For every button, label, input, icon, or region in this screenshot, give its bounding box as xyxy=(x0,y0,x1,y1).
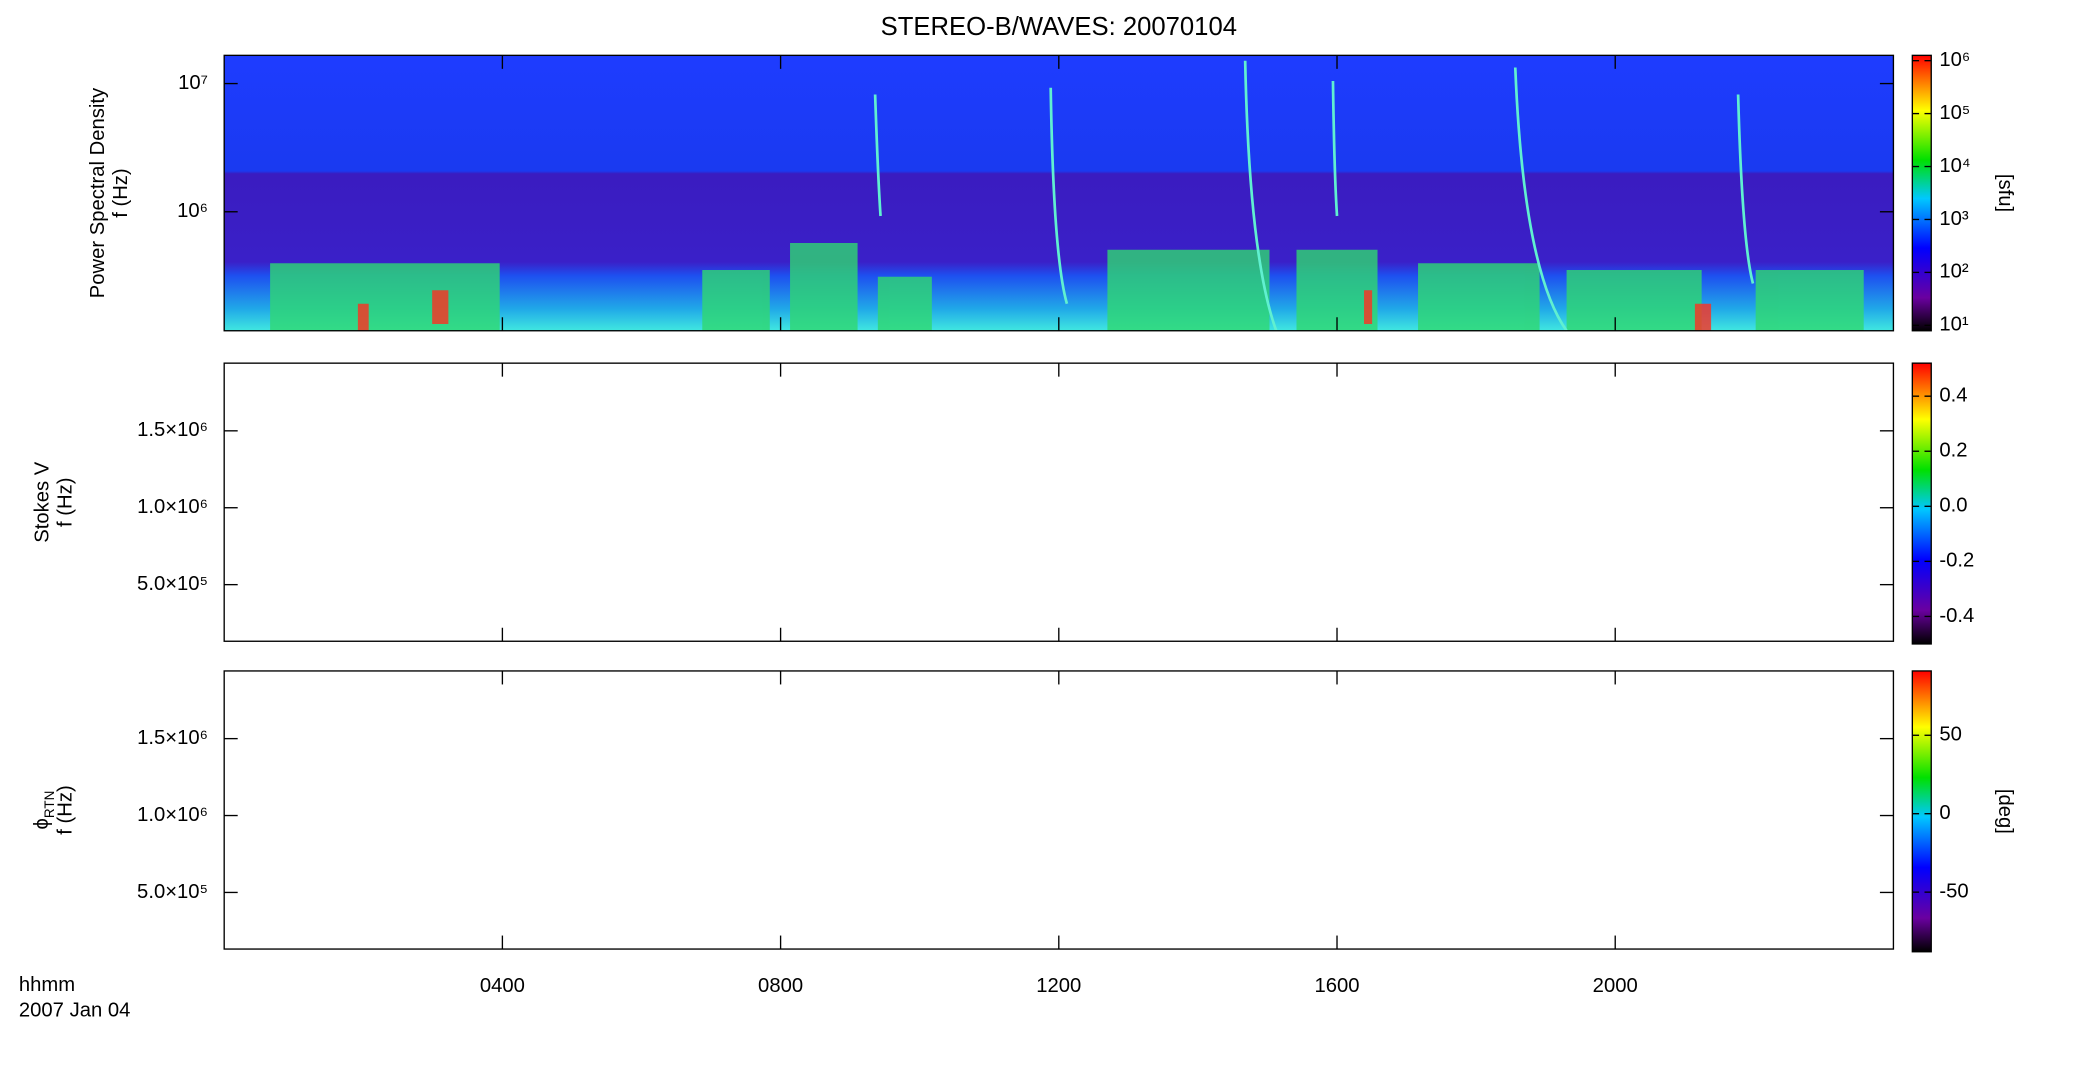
colorbar-tick-label: 10⁶ xyxy=(1939,49,1970,71)
x-tick-label: 0400 xyxy=(480,975,525,997)
colorbar-tick-label: 10³ xyxy=(1939,208,1969,230)
plot-frame xyxy=(223,362,1895,642)
colorbar-tick-label: 10¹ xyxy=(1939,314,1969,336)
y-tick-label: 1.5×10⁶ xyxy=(137,727,208,749)
colorbar xyxy=(1911,670,1932,953)
time-label: hhmm xyxy=(19,974,75,996)
x-tick-label: 2000 xyxy=(1593,975,1638,997)
y-axis-label: f (Hz) xyxy=(110,168,132,217)
x-tick-label: 1200 xyxy=(1036,975,1081,997)
y-tick-label: 1.5×10⁶ xyxy=(137,419,208,441)
y-axis-unit: f (Hz) xyxy=(55,785,77,834)
date-label: 2007 Jan 04 xyxy=(19,999,131,1021)
colorbar-tick-label: 0 xyxy=(1939,802,1950,824)
y-axis-label: ϕRTN xyxy=(32,791,57,830)
y-tick-label: 5.0×10⁵ xyxy=(137,881,208,903)
colorbar-tick-label: 0.2 xyxy=(1939,440,1967,462)
y-tick-label: 1.0×10⁶ xyxy=(137,496,208,518)
colorbar xyxy=(1911,362,1932,645)
colorbar-tick-label: -0.4 xyxy=(1939,605,1974,627)
y-axis-subscript: RTN xyxy=(42,791,57,819)
y-axis-label: Stokes V xyxy=(32,461,54,543)
x-tick-label: 1600 xyxy=(1314,975,1359,997)
y-axis-symbol: ϕ xyxy=(32,818,54,829)
colorbar-tick-label: 10² xyxy=(1939,261,1969,283)
y-tick-label: 10⁶ xyxy=(177,200,208,222)
y-tick-label: 10⁷ xyxy=(178,72,208,94)
colorbar-tick-label: 10⁵ xyxy=(1939,102,1970,124)
colorbar xyxy=(1911,54,1932,332)
colorbar-tick-label: 0.0 xyxy=(1939,495,1967,517)
colorbar-tick-label: 10⁴ xyxy=(1939,155,1970,177)
y-axis-label: f (Hz) xyxy=(55,477,77,526)
y-axis-label: Power Spectral Density xyxy=(87,87,109,298)
colorbar-tick-label: -0.2 xyxy=(1939,550,1974,572)
chart-title: STEREO-B/WAVES: 20070104 xyxy=(881,13,1237,41)
colorbar-tick-label: 50 xyxy=(1939,724,1962,746)
colorbar-label: [deg] xyxy=(1994,789,2016,834)
colorbar-tick-label: -50 xyxy=(1939,880,1968,902)
y-tick-label: 5.0×10⁵ xyxy=(137,573,208,595)
spectrogram-image xyxy=(224,55,1894,332)
y-tick-label: 1.0×10⁶ xyxy=(137,804,208,826)
plot-frame xyxy=(223,670,1895,950)
colorbar-label: [sfu] xyxy=(1994,174,2016,212)
colorbar-tick-label: 0.4 xyxy=(1939,385,1967,407)
x-tick-label: 0800 xyxy=(758,975,803,997)
